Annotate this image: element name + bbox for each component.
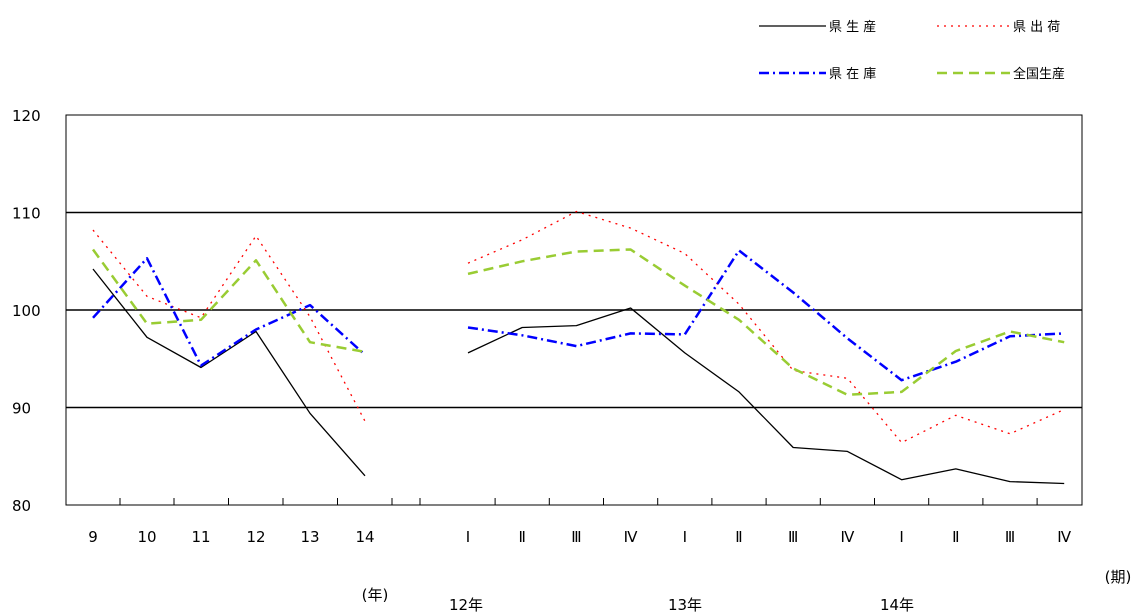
year-group-label-13: 13年	[668, 596, 702, 614]
x-tick-label: Ⅰ	[899, 528, 903, 546]
x-tick-label: 13	[300, 528, 319, 546]
y-tick-label: 120	[12, 107, 41, 125]
series-lines	[91, 210, 1065, 485]
x-tick-label: 9	[88, 528, 98, 546]
x-tick-label: 10	[137, 528, 156, 546]
x-tick-label: Ⅰ	[466, 528, 470, 546]
y-tick-label: 100	[12, 302, 41, 320]
legend-label: 県 出 荷	[1013, 20, 1060, 35]
x-tick-label: 14	[355, 528, 374, 546]
x-tick-label: Ⅳ	[1057, 528, 1071, 546]
x-tick-label: Ⅳ	[840, 528, 854, 546]
x-tick-label: Ⅱ	[519, 528, 526, 546]
x-tick-label: Ⅲ	[788, 528, 798, 546]
x-tick-label: Ⅰ	[683, 528, 687, 546]
x-tick-label: Ⅲ	[1005, 528, 1015, 546]
gridlines: 80 90 100 110 120	[12, 107, 1082, 515]
x-tick-label: Ⅱ	[952, 528, 959, 546]
year-group-label-14: 14年	[880, 596, 914, 614]
x-tick-label: Ⅳ	[624, 528, 638, 546]
series-line-annual-1	[92, 229, 366, 422]
x-tick-label: 12	[246, 528, 265, 546]
y-tick-label: 80	[12, 497, 31, 515]
annual-unit-label: (年)	[362, 586, 389, 604]
legend-label: 県 生 産	[829, 19, 876, 35]
series-line-quarterly-3	[467, 248, 1065, 397]
series-line-annual-2	[92, 257, 366, 367]
series-line-quarterly-2	[467, 249, 1065, 382]
x-tick-label: Ⅲ	[571, 528, 581, 546]
legend-label: 県 在 庫	[829, 67, 876, 82]
axis-ticks: 9 10 11 12 13 14 Ⅰ Ⅱ Ⅲ Ⅳ Ⅰ Ⅱ Ⅲ Ⅳ Ⅰ Ⅱ Ⅲ Ⅳ	[65, 498, 1083, 546]
x-tick-label: Ⅱ	[735, 528, 742, 546]
x-tick-label: 11	[191, 528, 210, 546]
series-line-annual-0	[92, 268, 366, 477]
legend: 県 生 産 県 出 荷県 在 庫 全国生産	[759, 19, 1065, 82]
y-tick-label: 110	[12, 205, 41, 223]
series-line-quarterly-0	[467, 307, 1065, 485]
legend-label: 全国生産	[1013, 66, 1065, 82]
y-tick-label: 90	[12, 400, 31, 418]
quarter-unit-label: (期)	[1105, 568, 1132, 586]
year-group-label-12: 12年	[449, 596, 483, 614]
